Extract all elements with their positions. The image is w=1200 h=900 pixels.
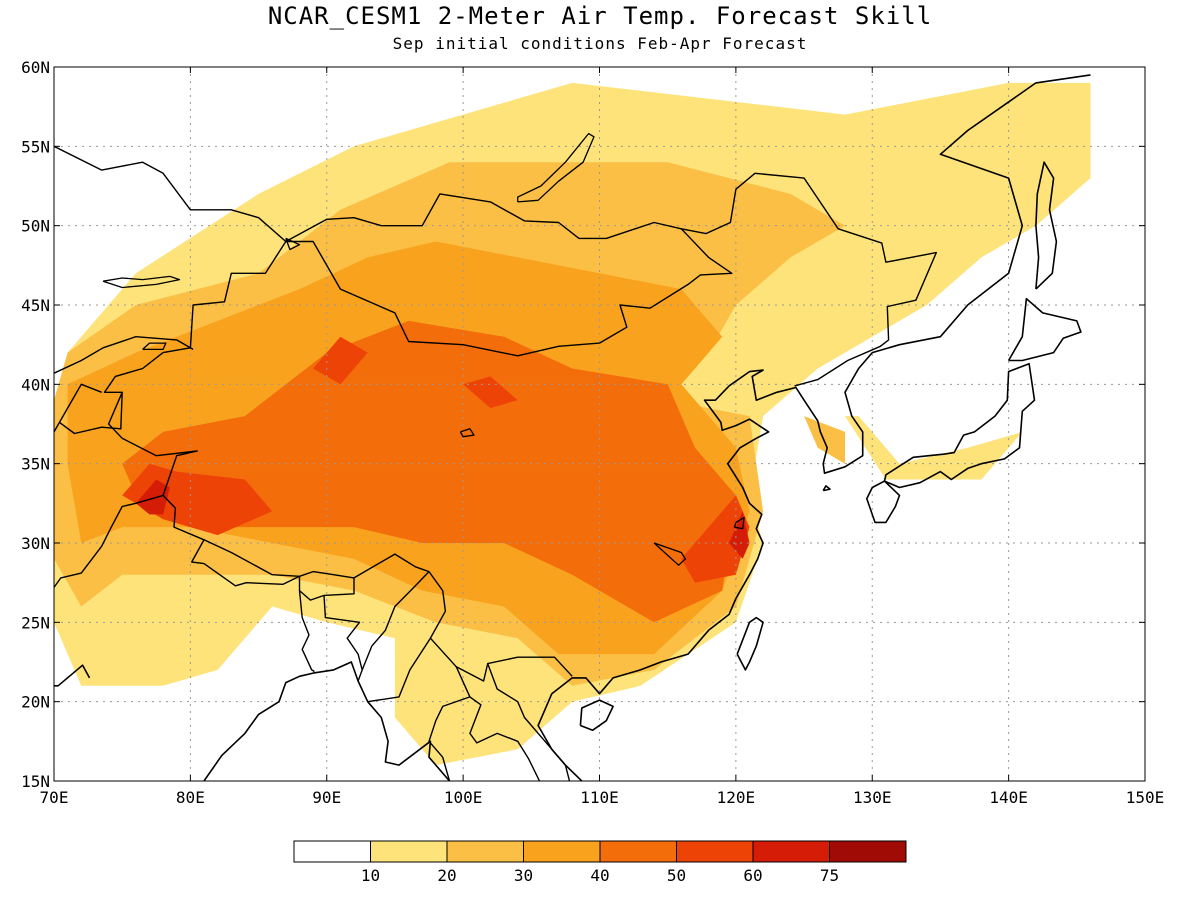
lat-tick-label: 15N xyxy=(21,772,50,791)
coastline xyxy=(203,661,451,781)
country-border xyxy=(103,172,937,496)
colorbar-label: 10 xyxy=(361,866,380,885)
coastline xyxy=(1035,161,1058,290)
lon-tick-label: 120E xyxy=(717,788,756,807)
skill-region-level-4 xyxy=(122,320,736,623)
lake-outline xyxy=(517,132,595,203)
coastlines-and-borders xyxy=(54,74,1091,781)
country-border xyxy=(367,637,431,703)
colorbar-box xyxy=(446,840,524,863)
lon-tick-label: 100E xyxy=(444,788,483,807)
coastline xyxy=(883,362,1036,489)
colorbar-box xyxy=(599,840,677,863)
country-border xyxy=(298,590,315,673)
skill-region-level-1 xyxy=(845,416,1023,480)
lon-tick-label: 80E xyxy=(176,788,205,807)
lon-tick-label: 150E xyxy=(1126,788,1165,807)
lat-tick-label: 40N xyxy=(21,375,50,394)
colorbar-label: 40 xyxy=(590,866,609,885)
coastline xyxy=(54,664,91,687)
lat-tick-label: 30N xyxy=(21,534,50,553)
colorbar-box xyxy=(829,840,907,863)
coastline xyxy=(822,485,831,492)
chart-title: NCAR_CESM1 2-Meter Air Temp. Forecast Sk… xyxy=(267,2,933,30)
country-border xyxy=(298,576,355,601)
country-border xyxy=(487,663,571,781)
lake-outline xyxy=(102,275,181,289)
coastline xyxy=(1007,297,1082,362)
country-border xyxy=(285,193,682,243)
coastline xyxy=(579,699,614,732)
colorbar-label: 60 xyxy=(743,866,762,885)
country-border xyxy=(54,145,287,243)
lon-tick-label: 140E xyxy=(989,788,1028,807)
lon-tick-label: 130E xyxy=(853,788,892,807)
colorbar: 10 20 30 40 50 60 75 xyxy=(293,840,907,885)
country-border xyxy=(59,392,123,435)
colorbar-label: 75 xyxy=(820,866,839,885)
country-border xyxy=(162,494,573,682)
lake-outline xyxy=(653,542,687,566)
country-border xyxy=(455,666,541,781)
skill-region-level-5 xyxy=(463,376,518,409)
chart-subtitle: Sep initial conditions Feb-Apr Forecast xyxy=(392,34,808,53)
map-gridlines xyxy=(54,67,1145,781)
lat-tick-label: 35N xyxy=(21,455,50,474)
lake-outline xyxy=(285,237,301,251)
skill-region-level-6 xyxy=(135,479,170,515)
colorbar-box xyxy=(523,840,601,863)
lat-tick-label: 55N xyxy=(21,137,50,156)
lat-tick-label: 45N xyxy=(21,296,50,315)
lat-tick-label: 20N xyxy=(21,693,50,712)
country-border xyxy=(54,336,194,374)
country-border xyxy=(190,539,300,587)
axis-ticks: 70E 80E 90E 100E 110E 120E 130E 140E 150E 15N 20N 2… xyxy=(21,58,1164,807)
lon-tick-label: 70E xyxy=(40,788,69,807)
colorbar-label: 20 xyxy=(437,866,456,885)
country-border xyxy=(428,696,471,781)
colorbar-label: 30 xyxy=(514,866,533,885)
lon-tick-label: 110E xyxy=(580,788,619,807)
lake-outline xyxy=(459,428,475,438)
coastline xyxy=(865,480,901,524)
colorbar-box xyxy=(370,840,448,863)
country-border xyxy=(54,383,102,433)
skill-region-level-6 xyxy=(729,511,750,559)
lat-tick-label: 50N xyxy=(21,217,50,236)
lat-tick-label: 25N xyxy=(21,613,50,632)
lon-tick-label: 90E xyxy=(312,788,341,807)
skill-region-level-5 xyxy=(681,495,750,583)
lake-outline xyxy=(733,516,745,530)
colorbar-box xyxy=(752,840,830,863)
coastline xyxy=(537,74,1091,781)
coastline xyxy=(736,616,764,671)
skill-contour-fills xyxy=(54,82,1091,766)
colorbar-box xyxy=(293,840,371,863)
colorbar-label: 50 xyxy=(667,866,686,885)
country-border xyxy=(361,571,430,671)
country-border xyxy=(54,494,164,588)
colorbar-box xyxy=(676,840,754,863)
lat-tick-label: 60N xyxy=(21,58,50,77)
lake-outline xyxy=(142,342,167,351)
skill-region-level-5 xyxy=(313,336,368,385)
